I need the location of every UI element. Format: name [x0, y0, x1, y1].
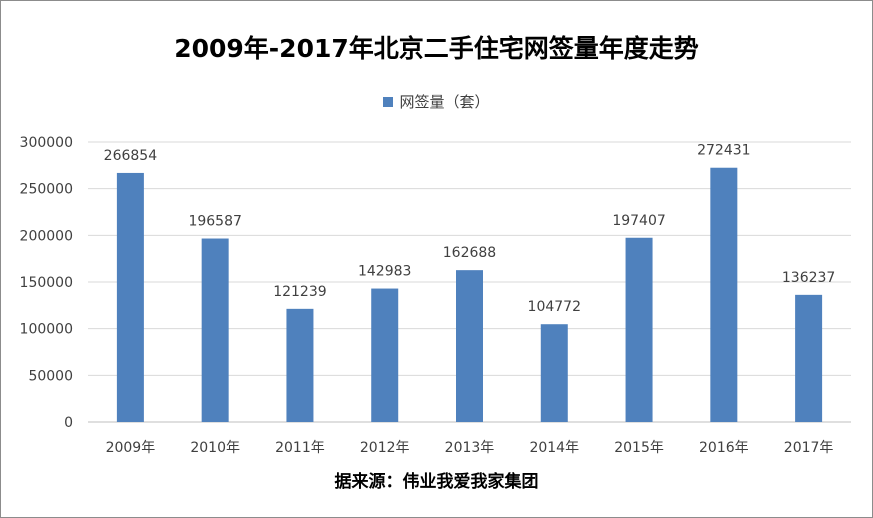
bar — [371, 288, 399, 422]
bar — [456, 270, 483, 422]
data-label: 197407 — [612, 213, 665, 229]
x-tick-label: 2015年 — [614, 440, 664, 456]
data-label: 196587 — [188, 214, 241, 230]
chart-title: 2009年-2017年北京二手住宅网签量年度走势 — [174, 34, 699, 63]
x-tick-label: 2016年 — [699, 440, 749, 456]
data-label: 272431 — [697, 143, 750, 159]
y-tick-label: 300000 — [20, 135, 73, 151]
x-tick-label: 2012年 — [360, 440, 410, 456]
bar — [795, 294, 823, 422]
data-label: 162688 — [443, 245, 496, 261]
x-tick-label: 2010年 — [190, 440, 240, 456]
bar — [201, 238, 229, 422]
y-tick-label: 50000 — [28, 368, 73, 384]
bar — [540, 324, 568, 422]
y-tick-label: 0 — [64, 415, 73, 431]
y-tick-label: 200000 — [20, 228, 73, 244]
x-tick-label: 2013年 — [445, 440, 495, 456]
x-tick-label: 2017年 — [784, 440, 834, 456]
bar — [116, 172, 144, 422]
source-note: 据来源：伟业我爱我家集团 — [334, 472, 539, 492]
bar — [710, 167, 738, 422]
data-label: 121239 — [273, 284, 326, 300]
legend: 网签量（套） — [1, 91, 872, 112]
x-tick-label: 2014年 — [529, 440, 579, 456]
y-tick-label: 150000 — [20, 275, 73, 291]
legend-swatch — [383, 96, 394, 107]
y-tick-label: 100000 — [20, 322, 73, 338]
data-label: 142983 — [358, 264, 411, 280]
data-label: 266854 — [104, 148, 158, 164]
x-tick-label: 2011年 — [275, 440, 325, 456]
y-tick-label: 250000 — [20, 182, 73, 198]
data-label: 104772 — [528, 299, 581, 315]
bar — [286, 308, 314, 422]
bar — [625, 237, 653, 422]
x-tick-label: 2009年 — [106, 440, 156, 456]
data-label: 136237 — [782, 270, 835, 286]
legend-label: 网签量（套） — [399, 93, 490, 111]
